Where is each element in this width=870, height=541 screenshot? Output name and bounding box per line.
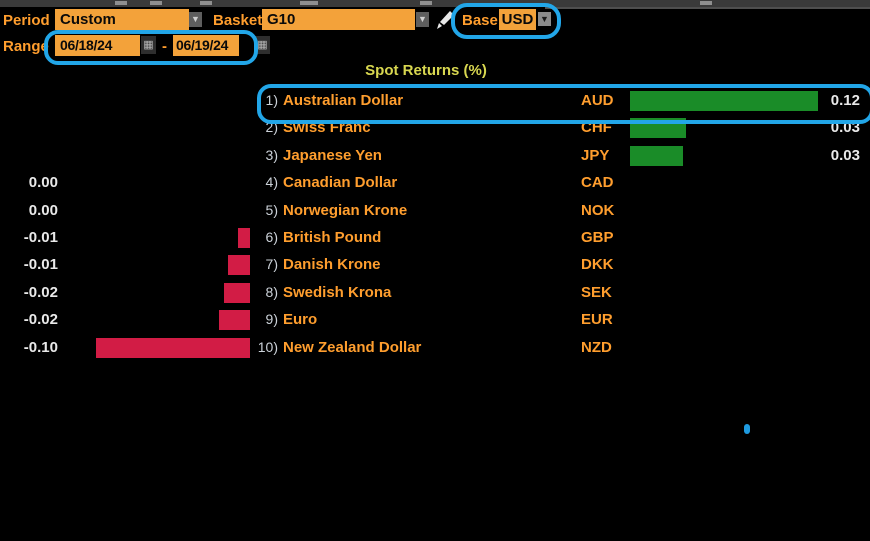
currency-name: Canadian Dollar xyxy=(283,174,398,192)
chart-title: Spot Returns (%) xyxy=(365,62,487,79)
right-value: 0.03 xyxy=(830,119,860,137)
strip-notch xyxy=(300,1,318,5)
currency-name: Euro xyxy=(283,311,318,329)
period-value: Custom xyxy=(60,11,116,28)
left-value: 0.00 xyxy=(28,174,58,192)
range-start-value: 06/18/24 xyxy=(60,37,113,53)
left-value: -0.02 xyxy=(23,311,58,329)
range-label: Range xyxy=(3,38,49,55)
base-label: Base xyxy=(462,12,498,29)
row-number: 2) xyxy=(265,119,278,136)
row-number: 5) xyxy=(265,201,278,218)
negative-bar xyxy=(219,310,250,331)
strip-notch xyxy=(420,1,432,5)
row-number: 8) xyxy=(265,283,278,300)
currency-name: Swiss Franc xyxy=(283,119,371,137)
right-value: 0.12 xyxy=(830,92,860,109)
row-number: 9) xyxy=(265,311,278,328)
base-value: USD xyxy=(501,11,534,28)
basket-label: Basket xyxy=(213,12,263,29)
currency-name: Norwegian Krone xyxy=(283,201,408,219)
currency-name: Swedish Krona xyxy=(283,283,392,301)
currency-code: DKK xyxy=(581,256,614,274)
currency-name: British Pound xyxy=(283,228,382,246)
strip-notch xyxy=(700,1,712,5)
table-row-jpy[interactable]: 3) Japanese Yen JPY 0.03 xyxy=(0,142,870,169)
strip-notch xyxy=(115,1,127,5)
currency-code: JPY xyxy=(581,146,610,164)
currency-code: CAD xyxy=(581,174,614,192)
left-value: -0.02 xyxy=(23,283,58,301)
currency-code: NZD xyxy=(581,338,612,356)
table-row-sek[interactable]: -0.02 8) Swedish Krona SEK xyxy=(0,279,870,306)
currency-name: New Zealand Dollar xyxy=(283,338,422,356)
table-row-cad[interactable]: 0.00 4) Canadian Dollar CAD xyxy=(0,169,870,196)
range-separator: - xyxy=(162,38,167,55)
window-top-strip xyxy=(0,0,870,7)
period-select[interactable]: Custom xyxy=(55,9,189,30)
basket-value: G10 xyxy=(267,11,296,28)
currency-code: CHF xyxy=(581,119,612,137)
range-end-input[interactable]: 06/19/24 xyxy=(173,35,239,56)
chevron-down-icon[interactable]: ▼ xyxy=(538,12,551,26)
right-value: 0.03 xyxy=(830,146,860,164)
currency-code: AUD xyxy=(581,92,614,109)
divider-line xyxy=(545,7,870,9)
range-start-input[interactable]: 06/18/24 xyxy=(55,35,140,56)
negative-bar xyxy=(238,227,250,248)
row-number: 10) xyxy=(257,338,278,355)
positive-bar xyxy=(630,118,686,139)
table-row-eur[interactable]: -0.02 9) Euro EUR xyxy=(0,306,870,333)
row-number: 3) xyxy=(265,146,278,163)
row-number: 7) xyxy=(265,256,278,273)
table-row-nzd[interactable]: -0.10 10) New Zealand Dollar NZD xyxy=(0,334,870,361)
strip-notch xyxy=(150,1,162,5)
currency-code: GBP xyxy=(581,228,614,246)
negative-bar xyxy=(224,282,250,303)
currency-name: Japanese Yen xyxy=(283,146,382,164)
left-value: 0.00 xyxy=(28,201,58,219)
table-row-gbp[interactable]: -0.01 6) British Pound GBP xyxy=(0,224,870,251)
negative-bar xyxy=(228,255,250,276)
positive-bar xyxy=(630,91,818,111)
strip-notch xyxy=(200,1,212,5)
currency-name: Danish Krone xyxy=(283,256,381,274)
row-number: 4) xyxy=(265,174,278,191)
currency-code: SEK xyxy=(581,283,612,301)
table-row-nok[interactable]: 0.00 5) Norwegian Krone NOK xyxy=(0,197,870,224)
currency-code: NOK xyxy=(581,201,615,219)
table-row-chf[interactable]: 2) Swiss Franc CHF 0.03 xyxy=(0,114,870,141)
chevron-down-icon[interactable]: ▼ xyxy=(416,12,429,27)
range-end-value: 06/19/24 xyxy=(176,37,229,53)
edit-pencil-icon[interactable] xyxy=(436,9,455,30)
period-label: Period xyxy=(3,12,50,29)
basket-select[interactable]: G10 xyxy=(262,9,415,30)
table-row-dkk[interactable]: -0.01 7) Danish Krone DKK xyxy=(0,251,870,278)
currency-name: Australian Dollar xyxy=(283,92,404,109)
left-value: -0.01 xyxy=(23,228,58,246)
left-value: -0.10 xyxy=(23,338,58,356)
base-select[interactable]: USD xyxy=(499,9,536,30)
stray-blue-dot xyxy=(744,424,750,434)
calendar-icon[interactable]: ▦ xyxy=(255,36,270,54)
table-row-aud[interactable]: 1) Australian Dollar AUD 0.12 xyxy=(0,87,870,114)
row-number: 1) xyxy=(265,92,278,108)
negative-bar xyxy=(96,337,250,358)
spot-returns-table: 1) Australian Dollar AUD 0.12 2) Swiss F… xyxy=(0,87,870,361)
row-number: 6) xyxy=(265,228,278,245)
left-value: -0.01 xyxy=(23,256,58,274)
positive-bar xyxy=(630,145,683,166)
chevron-down-icon[interactable]: ▼ xyxy=(189,12,202,27)
currency-code: EUR xyxy=(581,311,613,329)
calendar-icon[interactable]: ▦ xyxy=(141,36,156,54)
